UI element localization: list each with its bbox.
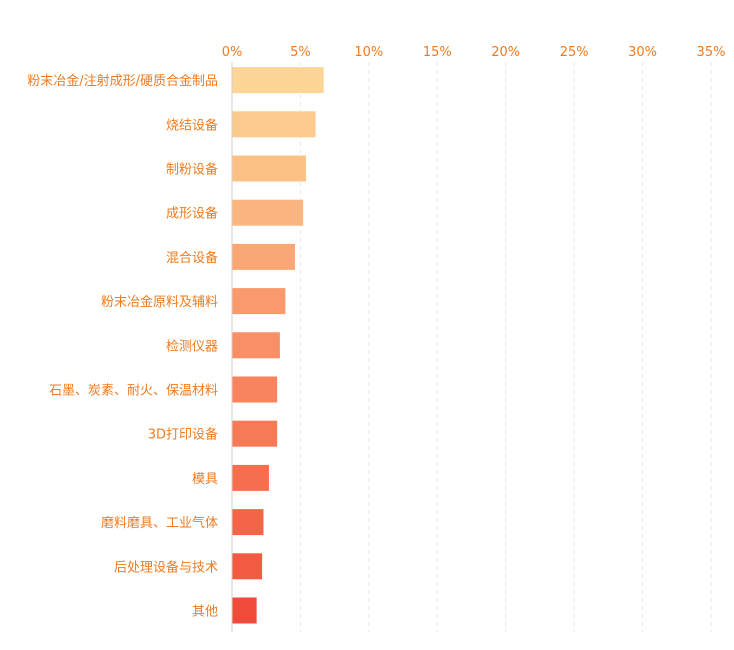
bar <box>232 420 278 447</box>
category-label: 其他 <box>192 605 218 620</box>
bar <box>232 155 306 182</box>
bar <box>232 243 295 270</box>
category-label: 磨料磨具、工业气体 <box>101 515 218 531</box>
x-tick-label: 5% <box>290 45 311 60</box>
x-tick-label: 10% <box>354 45 383 60</box>
category-label: 后处理设备与技术 <box>114 559 218 575</box>
x-tick-label: 20% <box>491 45 520 60</box>
category-label: 混合设备 <box>166 250 218 266</box>
x-axis-ticks: 0% 5% 10% 15% 20% 25% 30% 35% <box>222 45 726 60</box>
bar <box>232 332 280 359</box>
bar <box>232 67 324 94</box>
bar <box>232 553 263 580</box>
category-label: 制粉设备 <box>166 162 218 178</box>
bar <box>232 288 286 315</box>
bar <box>232 597 257 624</box>
bar <box>232 464 269 491</box>
category-label: 模具 <box>192 472 218 487</box>
category-label: 石墨、炭素、耐火、保温材料 <box>49 384 218 399</box>
grid-lines <box>299 62 712 632</box>
category-label: 粉末冶金原料及辅料 <box>101 294 218 310</box>
x-tick-label: 15% <box>423 45 452 60</box>
category-label: 3D打印设备 <box>148 427 218 443</box>
bars <box>232 67 324 624</box>
category-label: 粉末冶金/注射成形/硬质合金制品 <box>27 73 218 89</box>
bar <box>232 199 304 226</box>
category-label: 成形设备 <box>166 206 218 222</box>
bar <box>232 111 316 138</box>
category-labels: 粉末冶金/注射成形/硬质合金制品烧结设备制粉设备成形设备混合设备粉末冶金原料及辅… <box>27 73 218 619</box>
bar <box>232 376 278 403</box>
category-label: 烧结设备 <box>166 117 218 133</box>
x-tick-label: 30% <box>628 45 657 60</box>
x-tick-label: 25% <box>560 45 589 60</box>
category-label: 检测仪器 <box>166 339 218 354</box>
bar <box>232 509 264 536</box>
x-tick-label: 0% <box>222 45 243 60</box>
x-tick-label: 35% <box>697 45 726 60</box>
